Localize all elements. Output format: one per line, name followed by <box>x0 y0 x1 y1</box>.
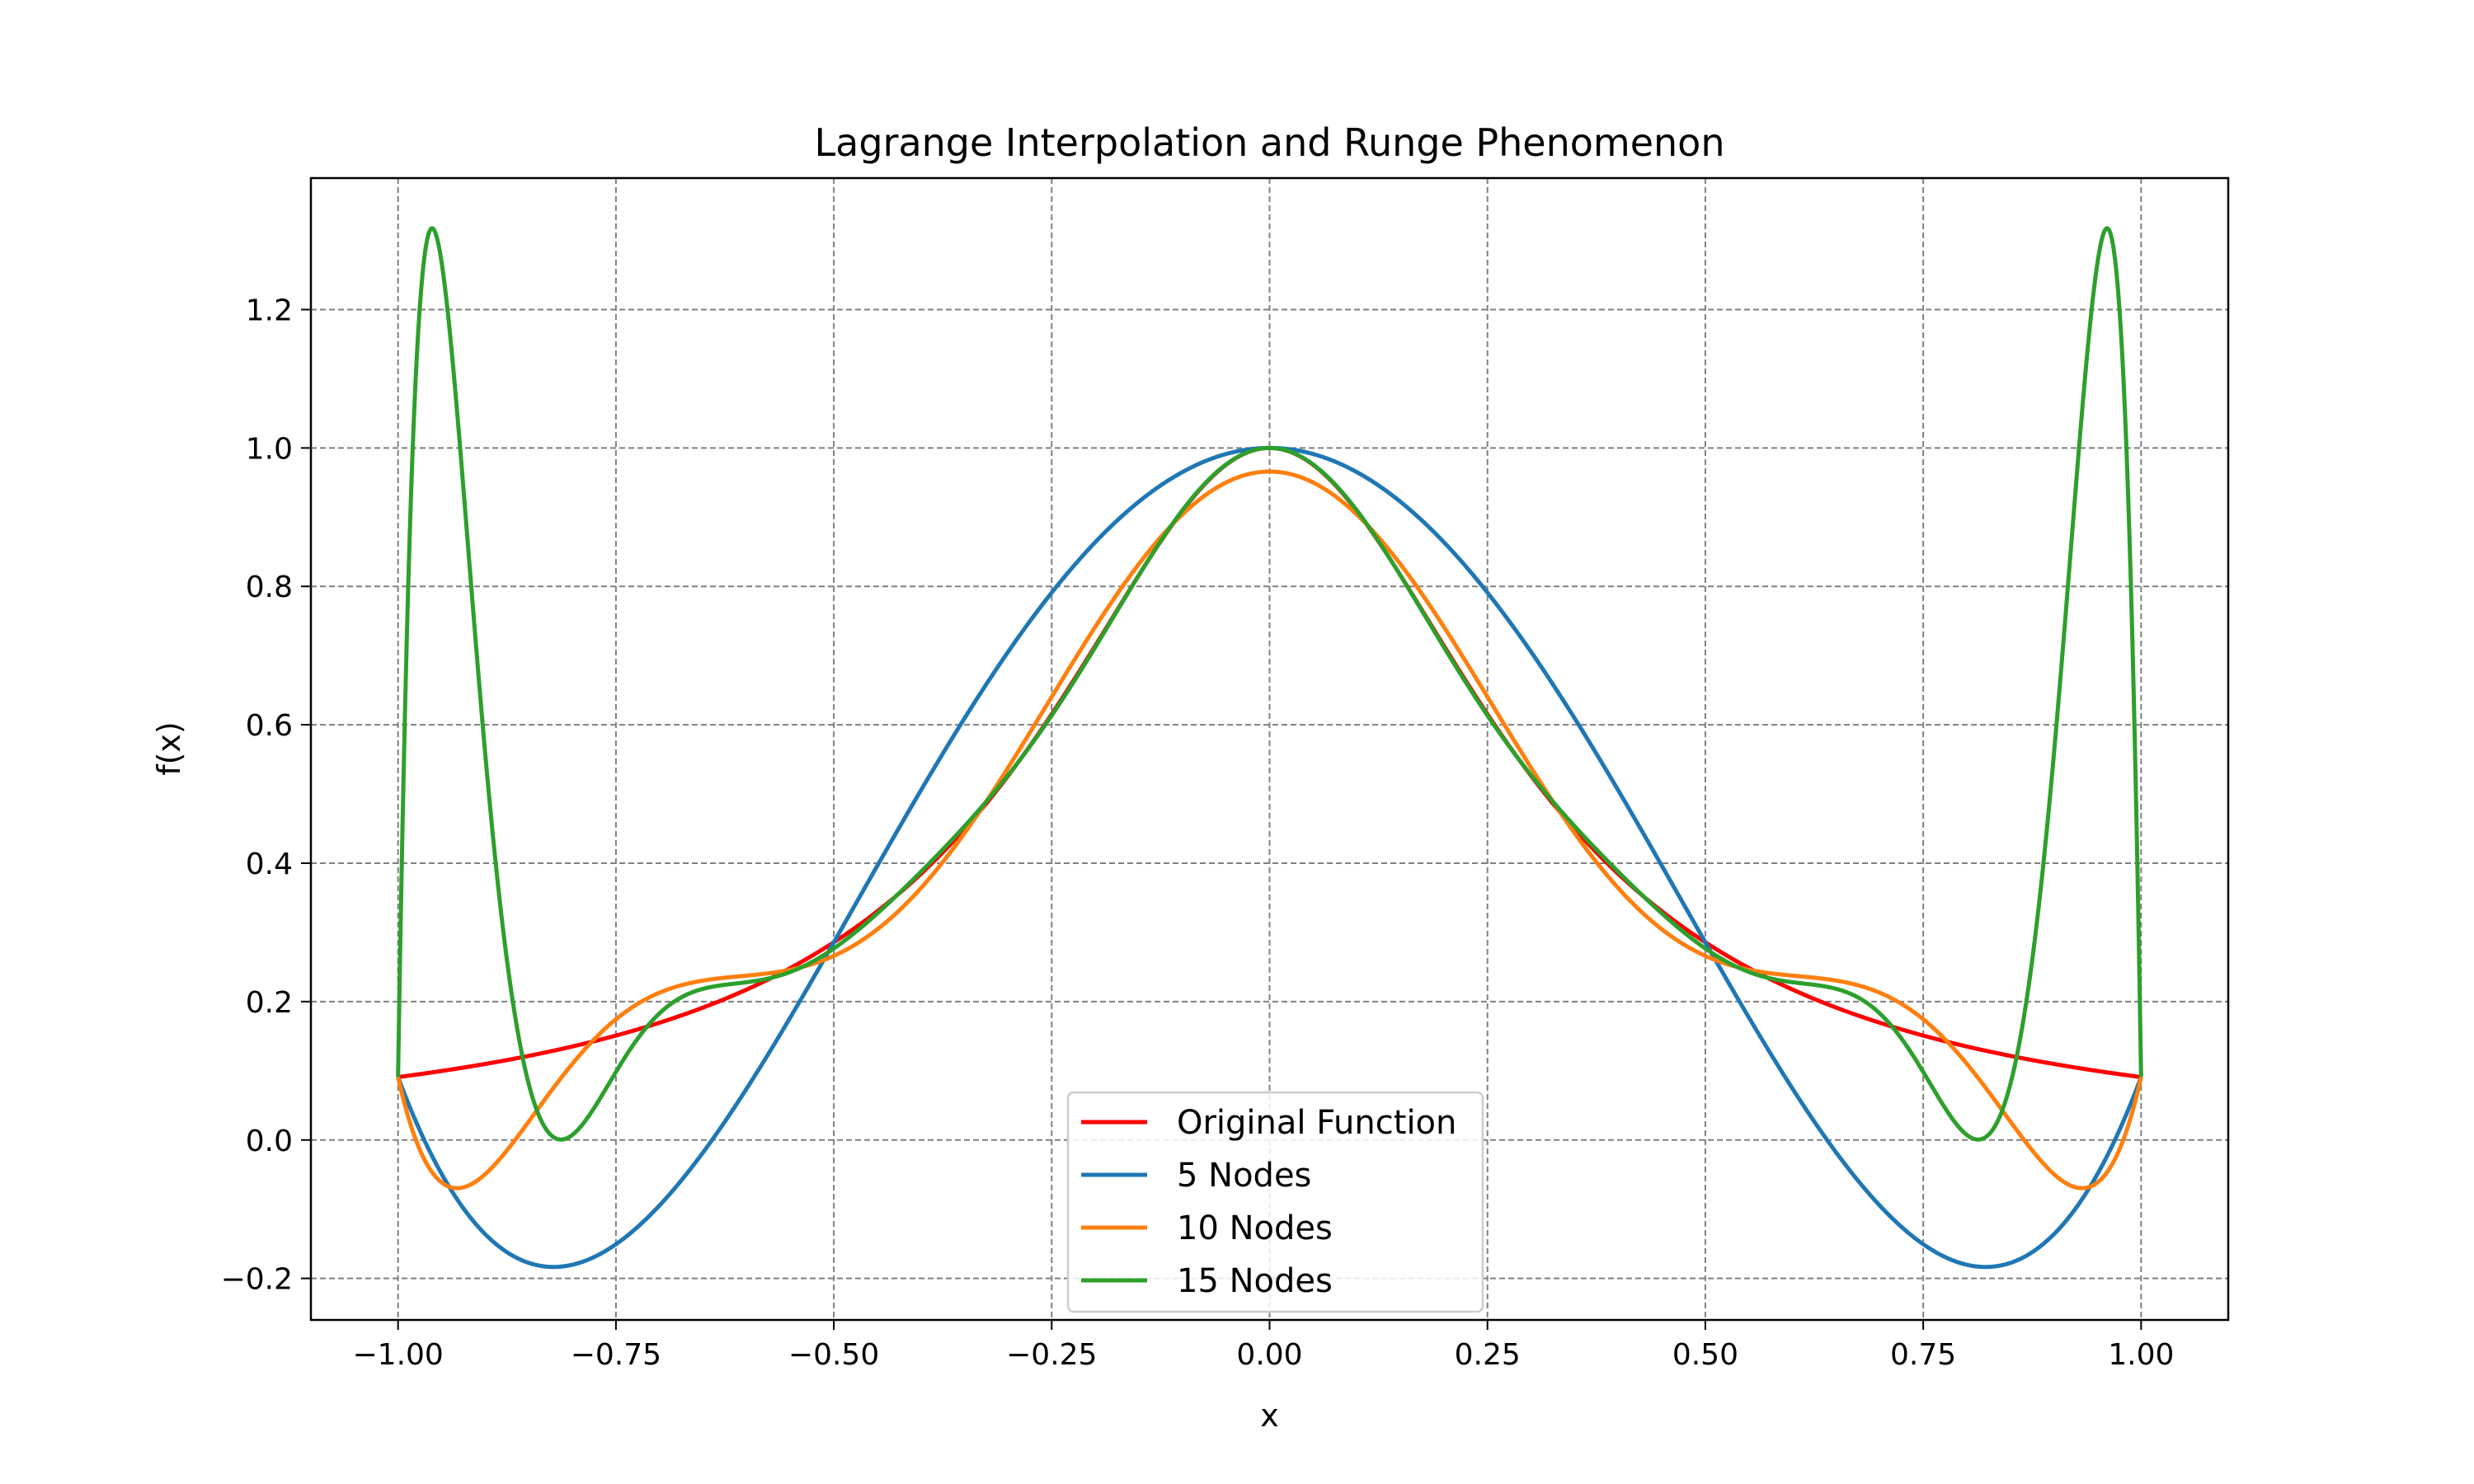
x-tick-label: −0.25 <box>1006 1338 1097 1372</box>
x-tick-label: 0.50 <box>1672 1338 1738 1372</box>
x-axis-title: x <box>1260 1397 1279 1434</box>
legend-label: Original Function <box>1177 1104 1456 1142</box>
legend: Original Function 5 Nodes 10 Nodes 15 Nodes <box>1066 1091 1484 1313</box>
y-tick-label: 0.0 <box>246 1125 293 1158</box>
grid <box>311 178 2228 1320</box>
legend-label: 15 Nodes <box>1177 1262 1333 1300</box>
x-tick-label: 1.00 <box>2108 1338 2174 1372</box>
axis-ticks: −1.00 −0.75 −0.50 −0.25 0.00 0.25 0.50 0.75 1.00… <box>221 294 2175 1372</box>
series-lines <box>396 226 2143 1270</box>
y-tick-label: −0.2 <box>221 1263 293 1297</box>
series-line-3 <box>396 226 2143 1142</box>
x-tick-label: 0.25 <box>1455 1338 1521 1372</box>
x-tick-label: 0.75 <box>1890 1338 1956 1372</box>
y-tick-label: 0.8 <box>246 571 293 604</box>
y-tick-label: 0.6 <box>246 709 293 743</box>
series-line-2 <box>396 469 2143 1190</box>
x-tick-label: −1.00 <box>353 1338 444 1372</box>
legend-box <box>1066 1091 1484 1313</box>
y-tick-label: 0.4 <box>246 848 293 881</box>
y-tick-label: 1.2 <box>246 294 293 327</box>
y-tick-label: 1.0 <box>246 432 293 466</box>
chart-title: Lagrange Interpolation and Runge Phenome… <box>815 120 1725 165</box>
legend-label: 5 Nodes <box>1177 1157 1311 1195</box>
x-tick-label: 0.00 <box>1236 1338 1302 1372</box>
y-axis-title: f(x) <box>151 721 187 776</box>
y-tick-label: 0.2 <box>246 986 293 1020</box>
x-tick-label: −0.50 <box>788 1338 879 1372</box>
x-tick-label: −0.75 <box>571 1338 661 1372</box>
legend-label: 10 Nodes <box>1177 1209 1333 1247</box>
